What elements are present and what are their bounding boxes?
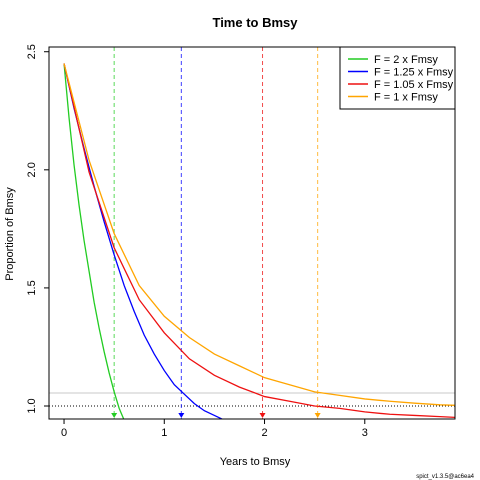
- y-axis-ticks: 1.0 1.5 2.0 2.5: [26, 44, 49, 414]
- time-marker-triangle-0: [111, 413, 118, 418]
- time-marker-triangle-2: [259, 413, 266, 418]
- legend-label-1: F = 1.25 x Fmsy: [374, 67, 454, 79]
- chart-title: Time to Bmsy: [212, 15, 298, 30]
- series-line-3: [63, 63, 455, 406]
- legend-label-0: F = 2 x Fmsy: [374, 54, 438, 66]
- y-axis-label: Proportion of Bmsy: [4, 187, 16, 281]
- time-to-bmsy-markers: [111, 47, 321, 419]
- x-tick-label-0: 0: [61, 427, 67, 439]
- legend-box: [339, 46, 456, 110]
- time-marker-triangle-3: [314, 413, 321, 418]
- y-tick-label-2: 2.0: [26, 162, 38, 177]
- x-tick-label-2: 2: [261, 427, 267, 439]
- series-line-2: [63, 63, 455, 418]
- series-line-1: [63, 63, 224, 419]
- series-curves: [63, 63, 455, 419]
- x-axis-ticks: 0 1 2 3: [61, 419, 368, 439]
- time-marker-triangle-1: [178, 413, 185, 418]
- y-tick-label-0: 1.0: [26, 398, 38, 413]
- series-line-0: [63, 63, 125, 419]
- y-tick-label-3: 2.5: [26, 44, 38, 59]
- x-tick-label-1: 1: [161, 427, 167, 439]
- legend-label-3: F = 1 x Fmsy: [374, 92, 438, 104]
- x-axis-label: Years to Bmsy: [220, 456, 291, 468]
- plot-area-border: [48, 46, 456, 420]
- y-tick-label-1: 1.5: [26, 280, 38, 295]
- footer-version: spict_v1.3.5@ac6ea4: [416, 474, 474, 480]
- x-tick-label-3: 3: [362, 427, 368, 439]
- legend-label-2: F = 1.05 x Fmsy: [374, 79, 454, 91]
